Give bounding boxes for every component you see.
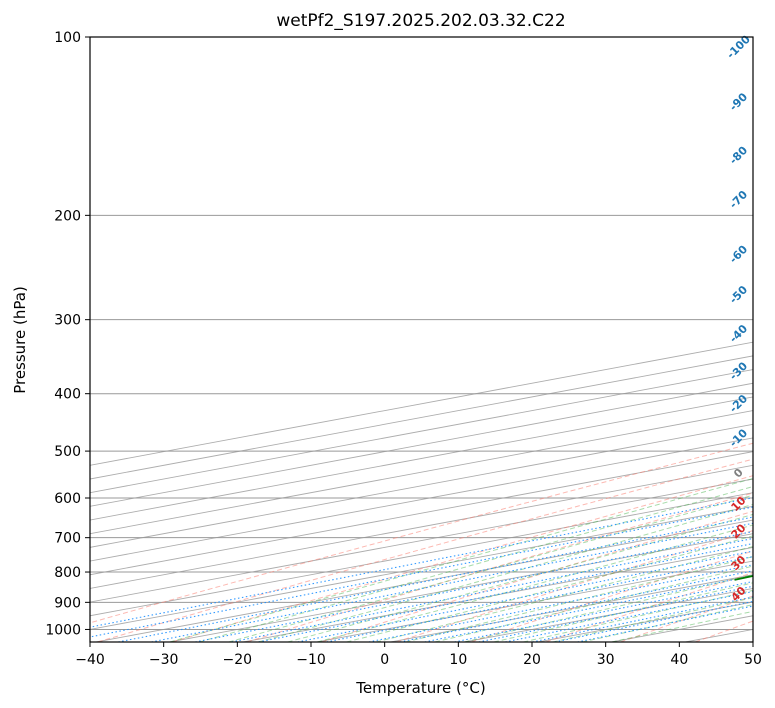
x-tick-label: 0 [380, 652, 389, 668]
isotherm-line [90, 464, 753, 589]
adiabat-label: -10 [727, 426, 750, 449]
mixing-ratio-line [231, 537, 753, 642]
y-tick-label: 100 [54, 30, 81, 46]
mixing-ratio-line [118, 516, 753, 642]
moist-adiabat-line [287, 513, 753, 642]
y-axis-title: Pressure (hPa) [11, 286, 29, 394]
adiabat-label: 40 [729, 584, 749, 604]
adiabat-label: -50 [727, 283, 750, 306]
adiabat-label: -80 [727, 144, 750, 167]
adiabat-label: -90 [727, 90, 750, 113]
dry-adiabat-line [545, 572, 753, 642]
dry-adiabat-line [321, 510, 753, 642]
y-tick-label: 900 [54, 595, 81, 611]
isotherm-line [90, 505, 753, 630]
isotherm-line [90, 478, 753, 603]
isotherm-line [95, 519, 753, 642]
x-tick-label: 20 [523, 652, 541, 668]
grid-lines [90, 52, 775, 642]
isotherm-line [611, 615, 753, 642]
chart-title: wetPf2_S197.2025.202.03.32.C22 [276, 11, 565, 31]
y-tick-label: 500 [54, 444, 81, 460]
x-tick-label: −30 [149, 652, 179, 668]
dry-adiabat-line [770, 52, 775, 642]
y-tick-label: 400 [54, 387, 81, 403]
isotherm-line [90, 492, 753, 617]
moist-adiabat-line [464, 574, 753, 642]
adiabat-label: 30 [729, 553, 749, 573]
x-axis: −40 −30 −20 −10 0 10 20 30 40 50 [75, 642, 762, 668]
y-tick-label: 600 [54, 491, 81, 507]
moist-adiabat-line [316, 524, 753, 642]
moist-adiabat-line [228, 494, 753, 642]
dry-adiabat-line [90, 442, 753, 624]
temperature-line [756, 37, 775, 580]
adiabat-label: -70 [727, 188, 750, 211]
x-tick-label: 30 [597, 652, 615, 668]
moist-adiabat-line [611, 610, 753, 642]
moist-adiabat-line [199, 486, 753, 642]
isotherm-line [316, 560, 753, 642]
mixing-ratio-line [258, 542, 753, 642]
adiabat-label: -40 [727, 322, 750, 345]
x-axis-title: Temperature (°C) [355, 679, 485, 697]
moist-adiabat-line [552, 597, 753, 642]
moist-adiabat-line [405, 556, 753, 642]
mixing-ratio-line [326, 556, 753, 642]
dry-adiabat-line [172, 475, 753, 642]
moist-adiabat-line [346, 535, 753, 642]
y-tick-label: 300 [54, 313, 81, 329]
dry-adiabat-line [246, 492, 753, 642]
dry-adiabat-line [97, 458, 753, 642]
y-tick-label: 700 [54, 531, 81, 547]
moist-adiabat-line [169, 478, 753, 642]
moist-adiabat-line [523, 589, 753, 642]
y-tick-label: 800 [54, 565, 81, 581]
dry-adiabat-line [695, 620, 753, 642]
mixing-ratio-line [297, 550, 753, 642]
y-tick-label: 200 [54, 208, 81, 224]
adiabat-label: -30 [727, 359, 750, 382]
isotherm-line [90, 437, 753, 562]
x-tick-label: 40 [670, 652, 688, 668]
adiabat-label: -60 [727, 242, 750, 265]
isotherm-line [90, 451, 753, 576]
isotherm-line [90, 423, 753, 548]
x-tick-label: 50 [744, 652, 762, 668]
x-tick-label: −20 [223, 652, 253, 668]
x-tick-label: −10 [296, 652, 326, 668]
dry-adiabat-line [396, 530, 753, 642]
x-tick-label: 10 [449, 652, 467, 668]
moist-adiabat-line [434, 565, 753, 642]
isotherm-line [169, 533, 753, 642]
mixing-ratio-line [90, 497, 753, 628]
mixing-ratio-line [151, 522, 753, 642]
y-tick-label: 1000 [45, 622, 81, 638]
x-tick-label: −40 [75, 652, 105, 668]
plot-frame [89, 36, 754, 643]
y-axis: 100 200 300 400 500 600 700 800 900 1000 [45, 30, 90, 638]
mixing-ratio-line [577, 605, 753, 642]
